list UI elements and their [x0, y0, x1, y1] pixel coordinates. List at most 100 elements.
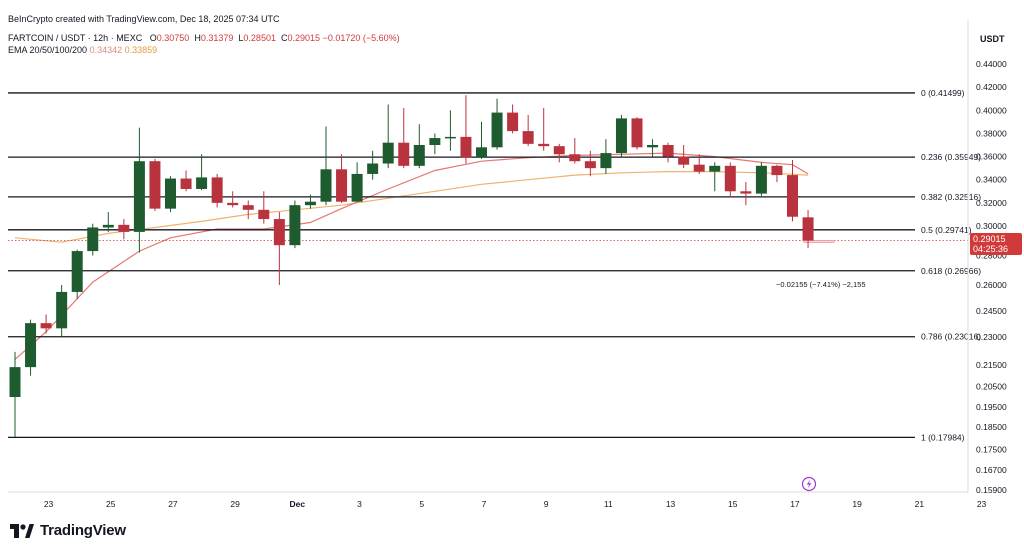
price-tick-label: 0.26000	[976, 280, 1007, 290]
candle-down	[180, 178, 192, 189]
candle-down	[40, 323, 52, 329]
tradingview-wordmark: TradingView	[40, 522, 126, 539]
candle-up	[304, 201, 316, 206]
candle-down	[740, 191, 752, 194]
date-tick-label: 23	[44, 499, 54, 509]
candle-down	[211, 177, 223, 203]
candle-up	[87, 227, 99, 252]
date-tick-label: 5	[419, 499, 424, 509]
measure-box: −0.02155 (−7.41%) −2,155	[776, 240, 866, 289]
date-tick-label: 13	[666, 499, 676, 509]
candle-up	[56, 291, 68, 329]
candle-up	[615, 118, 627, 154]
price-tick-label: 0.28000	[976, 251, 1007, 261]
candle-up	[133, 161, 145, 232]
candle-down	[227, 202, 239, 206]
date-tick-label: 15	[728, 499, 738, 509]
candle-down	[787, 175, 798, 217]
price-tick-label: 0.38000	[976, 128, 1007, 138]
candle-down	[771, 165, 783, 176]
candle-up	[102, 224, 114, 228]
measure-label: −0.02155 (−7.41%) −2,155	[776, 280, 865, 289]
candle-up	[429, 138, 441, 145]
fib-label: 0 (0.41499)	[921, 88, 965, 98]
chart-credit: BeInCrypto created with TradingView.com,…	[8, 14, 280, 24]
ema-title[interactable]: EMA 20/50/100/200	[8, 45, 88, 55]
ema-value-50: 0.33859	[124, 45, 158, 55]
candle-down	[273, 219, 285, 246]
price-tick-label: 0.16700	[976, 465, 1007, 475]
tradingview-mark-icon	[10, 523, 34, 538]
date-tick-label: 11	[604, 499, 613, 509]
candle-down	[802, 217, 814, 241]
symbol-legend[interactable]: FARTCOIN / USDT · 12h · MEXC O0.30750 H0…	[8, 33, 400, 43]
ema-50-line	[14, 171, 809, 243]
candle-down	[118, 224, 130, 232]
fib-label: 0.786 (0.23016)	[921, 332, 981, 342]
price-tick-label: 0.44000	[976, 59, 1007, 69]
candle-down	[662, 145, 674, 157]
candle-up	[289, 205, 301, 246]
currency-label[interactable]: USDT	[980, 34, 1005, 44]
date-tick-label: 7	[482, 499, 487, 509]
measure-rect	[803, 240, 835, 243]
ohlc-close: C0.29015	[281, 33, 321, 43]
candle-down	[569, 154, 581, 162]
candle-down	[507, 112, 519, 132]
candle-down	[398, 142, 410, 166]
date-tick-label: 23	[977, 499, 987, 509]
price-tick-label: 0.40000	[976, 105, 1007, 115]
candle-down	[553, 146, 565, 155]
price-tick-label: 0.19500	[976, 402, 1007, 412]
fib-label: 0.382 (0.32516)	[921, 192, 981, 202]
symbol-title[interactable]: FARTCOIN / USDT · 12h · MEXC	[8, 33, 143, 43]
candle-down	[149, 161, 161, 209]
date-tick-label: 17	[790, 499, 800, 509]
last-price-tag: 0.29015 04:25:36	[970, 233, 1022, 255]
candle-down	[242, 205, 254, 210]
candle-down	[336, 169, 348, 202]
tradingview-logo[interactable]: TradingView	[10, 522, 126, 539]
date-tick-label: 19	[852, 499, 862, 509]
date-tick-label: 29	[230, 499, 240, 509]
candle-up	[755, 165, 767, 194]
fib-label: 0.5 (0.29741)	[921, 225, 972, 235]
ema-legend[interactable]: EMA 20/50/100/200 0.34342 0.33859	[8, 45, 157, 55]
date-tick-label: 9	[544, 499, 549, 509]
candle-up	[413, 145, 425, 166]
ema-20-line	[14, 152, 809, 360]
candle-down	[522, 131, 534, 144]
candle-up	[351, 173, 363, 202]
candle-up	[709, 165, 721, 172]
price-tick-label: 0.30000	[976, 221, 1007, 231]
candle-down	[460, 136, 472, 158]
candle-down	[258, 209, 270, 220]
time-axis: 23 25 27 29 Dec 3 5 7 9 11 13 15 17 19 21 23	[44, 499, 987, 509]
candle-down	[693, 164, 705, 172]
fib-label: 0.618 (0.26966)	[921, 266, 981, 276]
ohlc-change: −0.01720 (−5.60%)	[322, 33, 400, 43]
candle-up	[600, 153, 612, 169]
lightning-icon[interactable]	[801, 476, 817, 492]
date-tick-label: 21	[915, 499, 925, 509]
candle-up	[165, 178, 176, 209]
price-tick-label: 0.23000	[976, 332, 1007, 342]
ohlc-open: O0.30750	[149, 33, 190, 43]
candle-up	[320, 169, 332, 202]
candle-up	[25, 323, 37, 368]
price-tick-label: 0.21500	[976, 360, 1007, 370]
price-tick-label: 0.17500	[976, 445, 1007, 455]
price-tick-label: 0.18500	[976, 422, 1007, 432]
candle-up	[196, 177, 208, 189]
price-tick-label: 0.34000	[976, 175, 1007, 185]
fib-label: 0.236 (0.35949)	[921, 152, 981, 162]
candle-up	[71, 251, 83, 292]
candle-down	[538, 143, 550, 147]
date-tick-label: 3	[357, 499, 362, 509]
candle-down	[724, 165, 736, 192]
fib-label: 1 (0.17984)	[921, 432, 965, 442]
candle-up	[382, 142, 394, 164]
candle-up	[9, 367, 21, 397]
candle-up	[476, 147, 487, 158]
